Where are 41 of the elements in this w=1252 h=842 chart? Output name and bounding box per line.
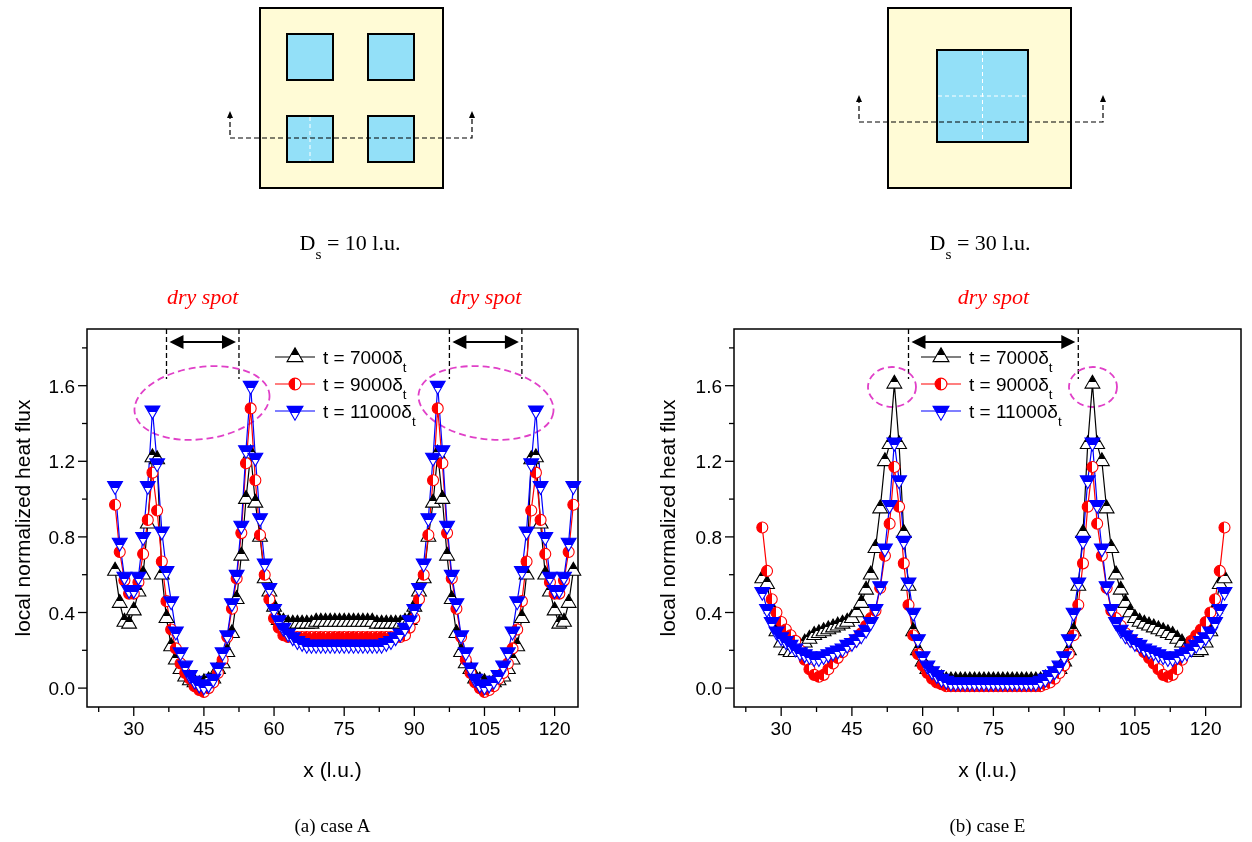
x-tick-label: 30 [123,718,145,739]
y-tick-label: 0.0 [695,678,722,700]
x-tick-label: 60 [912,718,934,739]
x-tick-label: 45 [193,718,215,739]
x-tick-label: 120 [1189,718,1222,739]
x-tick-label: 75 [982,718,1004,739]
text: (a) case A [294,815,371,837]
legend-label: t = 9000δ$_{t}$ [323,374,407,402]
text: (b) case E [949,815,1026,837]
legend-label: t = 11000δ$_{t}$ [323,401,416,429]
legend-label: t = 11000δ$_{t}$ [969,401,1062,429]
legend-label: t = 7000δ$_{t}$ [323,347,407,375]
x-tick-label: 60 [263,718,285,739]
x-tick-label: 90 [403,718,425,739]
y-tick-label: 0.0 [48,678,75,700]
y-tick-label: 1.6 [695,375,722,397]
y-tick-label: 1.6 [48,375,75,397]
text: dry spot [957,284,1031,309]
y-tick-label: 1.2 [48,451,75,473]
y-tick-label: 0.4 [48,602,76,624]
x-axis-title: x (l.u.) [303,758,362,781]
y-axis-title: local normalized heat flux [11,399,34,637]
x-tick-label: 75 [333,718,355,739]
y-tick-label: 0.8 [48,526,75,548]
legend-label: t = 9000δ$_{t}$ [969,374,1053,402]
text: D$_{s}$ = 30 l.u. [929,230,1031,262]
x-tick-label: 90 [1053,718,1075,739]
y-tick-label: 0.4 [695,602,723,624]
text: dry spot [166,284,240,309]
y-tick-label: 1.2 [695,451,722,473]
x-tick-label: 120 [538,718,571,739]
x-tick-label: 30 [770,718,792,739]
legend-label: t = 7000δ$_{t}$ [969,347,1053,375]
x-axis-title: x (l.u.) [958,758,1017,781]
x-tick-label: 105 [468,718,501,739]
y-axis-title: local normalized heat flux [656,399,679,637]
y-tick-label: 0.8 [695,526,722,548]
text: dry spot [449,284,523,309]
x-tick-label: 105 [1119,718,1151,739]
text: D$_{s}$ = 10 l.u. [299,230,401,262]
x-tick-label: 45 [841,718,863,739]
